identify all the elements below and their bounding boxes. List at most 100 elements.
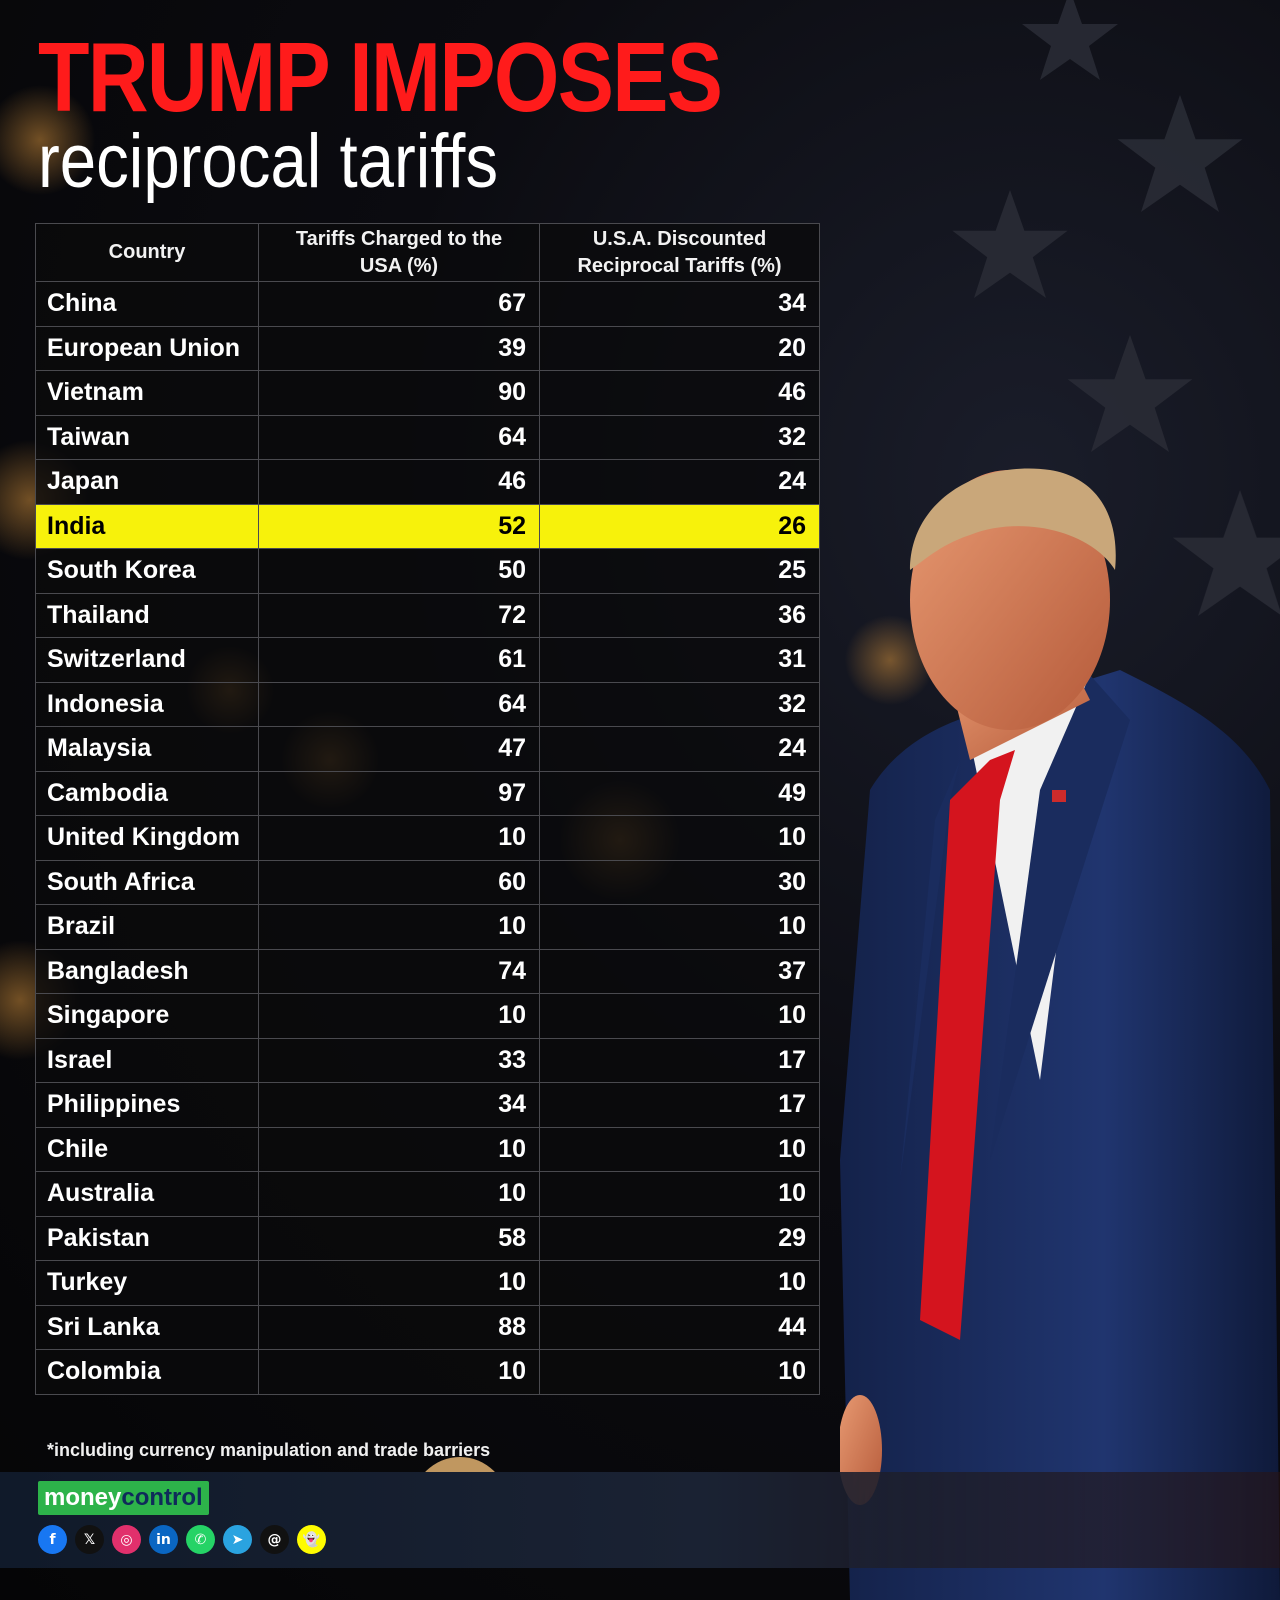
discounted-tariff-cell: 36 [539, 592, 820, 638]
table-row: Malaysia 47 24 [35, 726, 820, 772]
discounted-tariff-cell: 49 [539, 770, 820, 816]
discounted-tariff-cell: 46 [539, 370, 820, 416]
table-row: Pakistan 58 29 [35, 1215, 820, 1261]
tariff-charged-cell: 74 [258, 948, 540, 994]
table-row: Chile 10 10 [35, 1126, 820, 1172]
tariff-charged-cell: 97 [258, 770, 540, 816]
table-row: Vietnam 90 46 [35, 370, 820, 416]
tariff-charged-cell: 64 [258, 414, 540, 460]
tariff-charged-cell: 88 [258, 1304, 540, 1350]
x-icon[interactable]: 𝕏 [75, 1525, 104, 1554]
footer-bar [0, 1472, 1280, 1568]
country-cell: Vietnam [35, 370, 259, 416]
discounted-tariff-cell: 10 [539, 1349, 820, 1395]
header-country: Country [35, 223, 259, 282]
discounted-tariff-cell: 20 [539, 325, 820, 371]
discounted-tariff-cell: 10 [539, 1126, 820, 1172]
tariff-charged-cell: 58 [258, 1215, 540, 1261]
country-cell: India [35, 503, 259, 549]
discounted-tariff-cell: 26 [539, 503, 820, 549]
tariff-charged-cell: 34 [258, 1082, 540, 1128]
table-row: China 67 34 [35, 281, 820, 327]
table-row: Colombia 10 10 [35, 1349, 820, 1395]
tariff-charged-cell: 10 [258, 993, 540, 1039]
tariff-charged-cell: 52 [258, 503, 540, 549]
discounted-tariff-cell: 25 [539, 548, 820, 594]
table-row: Taiwan 64 32 [35, 414, 820, 460]
country-cell: United Kingdom [35, 815, 259, 861]
country-cell: Thailand [35, 592, 259, 638]
country-cell: China [35, 281, 259, 327]
country-cell: Turkey [35, 1260, 259, 1306]
header-discounted-tariffs: U.S.A. Discounted Reciprocal Tariffs (%) [539, 223, 820, 282]
tariff-charged-cell: 50 [258, 548, 540, 594]
tariff-charged-cell: 46 [258, 459, 540, 505]
portrait-figure [840, 468, 1280, 1600]
footnote: *including currency manipulation and tra… [47, 1440, 491, 1460]
country-cell: Taiwan [35, 414, 259, 460]
table-row: Israel 33 17 [35, 1037, 820, 1083]
discounted-tariff-cell: 17 [539, 1037, 820, 1083]
table-row: Brazil 10 10 [35, 904, 820, 950]
country-cell: Sri Lanka [35, 1304, 259, 1350]
tariff-charged-cell: 90 [258, 370, 540, 416]
table-row: Thailand 72 36 [35, 592, 820, 638]
tariff-charged-cell: 47 [258, 726, 540, 772]
discounted-tariff-cell: 10 [539, 815, 820, 861]
tariff-table: Country Tariffs Charged to the USA (%) U… [35, 223, 820, 1395]
country-cell: Colombia [35, 1349, 259, 1395]
discounted-tariff-cell: 32 [539, 414, 820, 460]
headline: TRUMP IMPOSES [38, 22, 723, 132]
discounted-tariff-cell: 10 [539, 1171, 820, 1217]
instagram-icon[interactable]: ◎ [112, 1525, 141, 1554]
discounted-tariff-cell: 10 [539, 904, 820, 950]
discounted-tariff-cell: 44 [539, 1304, 820, 1350]
tariff-charged-cell: 10 [258, 1171, 540, 1217]
table-row: Japan 46 24 [35, 459, 820, 505]
social-icons: f 𝕏 ◎ in ✆ ➤ @ 👻 [38, 1525, 326, 1554]
tariff-charged-cell: 61 [258, 637, 540, 683]
telegram-icon[interactable]: ➤ [223, 1525, 252, 1554]
country-cell: Cambodia [35, 770, 259, 816]
table-row: Australia 10 10 [35, 1171, 820, 1217]
table-row: Cambodia 97 49 [35, 770, 820, 816]
whatsapp-icon[interactable]: ✆ [186, 1525, 215, 1554]
moneycontrol-logo[interactable]: money control [38, 1481, 209, 1515]
discounted-tariff-cell: 29 [539, 1215, 820, 1261]
table-row: Indonesia 64 32 [35, 681, 820, 727]
discounted-tariff-cell: 31 [539, 637, 820, 683]
country-cell: Malaysia [35, 726, 259, 772]
country-cell: European Union [35, 325, 259, 371]
country-cell: South Africa [35, 859, 259, 905]
country-cell: Japan [35, 459, 259, 505]
tariff-charged-cell: 67 [258, 281, 540, 327]
country-cell: Philippines [35, 1082, 259, 1128]
discounted-tariff-cell: 10 [539, 993, 820, 1039]
discounted-tariff-cell: 34 [539, 281, 820, 327]
table-row: South Korea 50 25 [35, 548, 820, 594]
country-cell: Chile [35, 1126, 259, 1172]
discounted-tariff-cell: 32 [539, 681, 820, 727]
country-cell: Bangladesh [35, 948, 259, 994]
snapchat-icon[interactable]: 👻 [297, 1525, 326, 1554]
country-cell: Singapore [35, 993, 259, 1039]
header-tariffs-charged: Tariffs Charged to the USA (%) [258, 223, 540, 282]
table-row: European Union 39 20 [35, 325, 820, 371]
linkedin-icon[interactable]: in [149, 1525, 178, 1554]
tariff-charged-cell: 60 [258, 859, 540, 905]
table-header-row: Country Tariffs Charged to the USA (%) U… [35, 223, 820, 282]
country-cell: Switzerland [35, 637, 259, 683]
facebook-icon[interactable]: f [38, 1525, 67, 1554]
tariff-charged-cell: 33 [258, 1037, 540, 1083]
tariff-charged-cell: 72 [258, 592, 540, 638]
country-cell: South Korea [35, 548, 259, 594]
threads-icon[interactable]: @ [260, 1525, 289, 1554]
table-row: Bangladesh 74 37 [35, 948, 820, 994]
discounted-tariff-cell: 24 [539, 459, 820, 505]
discounted-tariff-cell: 24 [539, 726, 820, 772]
table-row: Sri Lanka 88 44 [35, 1304, 820, 1350]
table-row: United Kingdom 10 10 [35, 815, 820, 861]
country-cell: Brazil [35, 904, 259, 950]
discounted-tariff-cell: 30 [539, 859, 820, 905]
subheadline: reciprocal tariffs [38, 119, 499, 204]
